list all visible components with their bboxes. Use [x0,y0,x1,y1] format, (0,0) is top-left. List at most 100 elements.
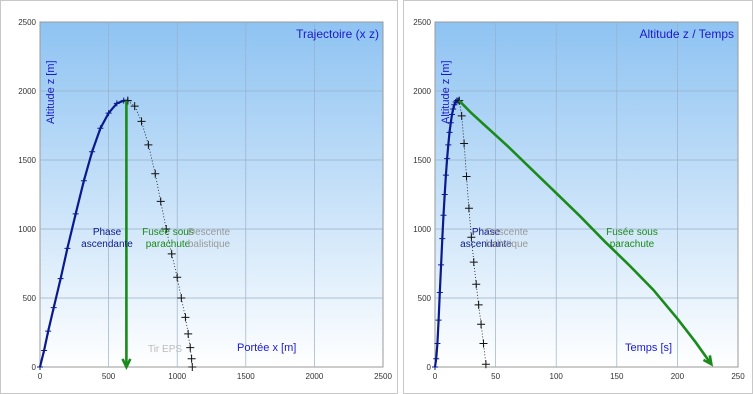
y-tick-label: 1000 [18,225,36,234]
ballistic-point [151,169,160,178]
annotation-balistique: balistique [188,239,231,250]
ascent-point [434,340,441,347]
ballistic-point [184,329,193,338]
ballistic-point [173,273,182,282]
ballistic-point [479,339,488,348]
annotation-fusee-sous: Fusée sous [142,227,194,238]
annotation-parachute: parachute [146,239,191,250]
ballistic-point [177,294,186,302]
ascent-point [450,105,457,112]
ascent-point [97,125,104,132]
x-tick-label: 2000 [306,372,324,381]
ballistic-point [123,96,132,105]
ascent-point [446,129,453,136]
ascent-point [435,317,442,324]
x-axis-label: Temps [s] [625,342,672,354]
x-tick-label: 1000 [168,372,186,381]
parachute-arrowhead [702,355,714,367]
x-tick-label: 100 [550,372,564,381]
chart-title: Trajectoire (x z) [296,27,379,41]
ballistic-point [156,197,165,206]
ascent-point [439,235,446,242]
y-tick-label: 2500 [18,18,36,27]
ballistic-point [130,102,139,111]
ascent-point [440,212,447,219]
ballistic-point [455,96,464,105]
ballistic-descent-line [127,100,193,368]
ascent-phase-line [38,99,128,368]
y-tick-label: 2500 [413,18,431,27]
ascent-point [57,275,64,282]
ascent-point [113,100,120,107]
ascent-point [436,289,443,296]
ballistic-point [474,300,483,309]
trajectory-chart: 0 500 1000 1500 2000 2500 0 500 1000 1500 2000 2500… [18,18,392,381]
y-axis-label: Altitude z [m] [45,60,57,124]
ascent-point [89,148,96,155]
annotation-tir-eps: Tir EPS [148,344,182,355]
x-tick-label: 250 [731,372,745,381]
x-tick-label: 2500 [374,372,392,381]
y-tick-label: 0 [32,363,37,372]
y-tick-label: 1500 [413,156,431,165]
ballistic-point [144,140,153,149]
x-tick-label: 200 [671,372,685,381]
ascent-point [37,364,43,370]
altitude-time-chart-panel: 0 50 100 150 200 250 0 500 1000 1500 2000 2500 Altit… [403,0,753,394]
ascent-point [451,101,458,108]
annotation-descente: Descente [188,227,231,238]
ballistic-point [181,313,190,322]
x-tick-label: 50 [491,372,500,381]
ballistic-point [186,343,195,352]
ballistic-point [477,320,486,329]
ascent-point [442,172,449,179]
y-tick-label: 500 [418,294,432,303]
ballistic-point [167,249,176,258]
annotation-phase: Phase [472,227,501,238]
ascent-point [444,155,451,162]
ascent-point [448,111,455,118]
y-axis-label: Altitude z [m] [440,60,452,124]
ballistic-point [188,363,197,371]
ascent-point [445,141,452,148]
ballistic-point [469,258,478,267]
ascent-point [50,304,57,311]
y-tick-label: 0 [427,363,432,372]
ascent-point [438,261,445,268]
annotation-ascendante: ascendante [460,239,512,250]
ascent-point [45,328,52,335]
x-axis-label: Portée x [m] [237,342,296,354]
annotation-parachute: parachute [610,239,655,250]
x-tick-label: 150 [610,372,624,381]
ascent-point [105,110,112,117]
parachute-descent-line [458,99,713,365]
y-tick-label: 1000 [413,225,431,234]
ballistic-point [457,111,466,120]
ballistic-point [464,204,473,213]
ballistic-point [462,172,471,181]
ballistic-point [472,280,481,289]
x-tick-label: 500 [102,372,116,381]
x-tick-label: 0 [38,372,43,381]
ascent-point [80,177,87,184]
ascent-point [64,245,71,252]
annotation-ascendante: ascendante [81,239,133,250]
y-tick-label: 1500 [18,156,36,165]
ballistic-point [481,360,490,369]
annotation-descente: Descente [486,227,529,238]
plot-area [434,21,739,368]
x-tick-label: 0 [433,372,438,381]
altitude-time-chart: 0 50 100 150 200 25005001000150020002500Altit… [413,18,745,381]
annotation-phase: Phase [93,227,122,238]
plot-area [39,21,384,368]
ballistic-point [467,233,476,242]
x-tick-label: 1500 [237,372,255,381]
y-tick-label: 2000 [18,87,36,96]
chart-title: Altitude z / Temps [640,27,735,41]
ballistic-point [460,139,469,148]
ballistic-point [137,117,146,126]
trajectory-chart-panel: 0 500 1000 1500 2000 2500 0 500 1000 1500 2000 2500… [0,0,398,394]
y-tick-label: 2000 [413,87,431,96]
ascent-point [41,347,48,354]
ascent-point [432,364,438,370]
